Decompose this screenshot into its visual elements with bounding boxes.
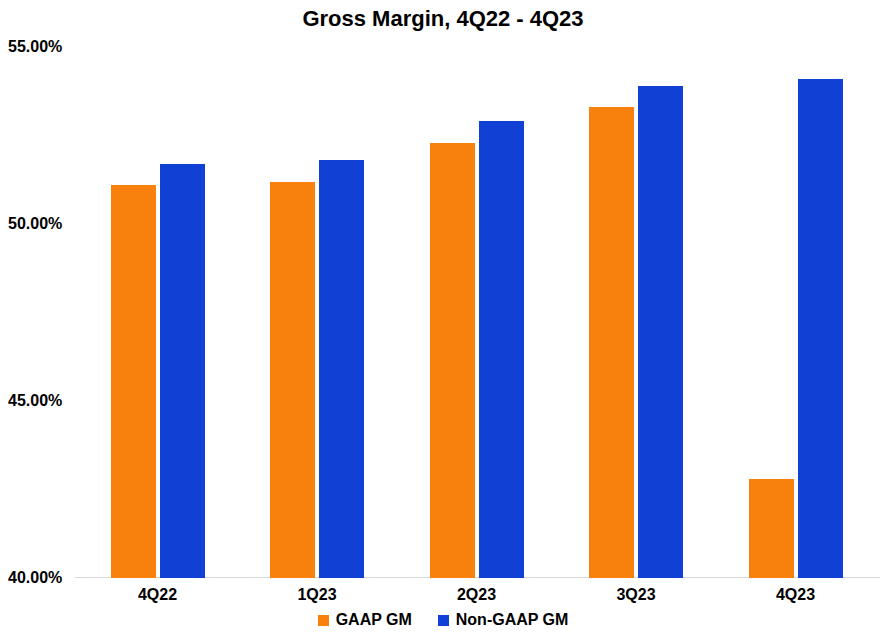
bar-non-gaap-gm-2q23 [479,121,524,578]
chart-title: Gross Margin, 4Q22 - 4Q23 [0,6,886,32]
y-axis-tick-label: 50.00% [8,215,80,233]
x-axis-category-label: 4Q23 [736,586,856,604]
legend-item-non-gaap-gm: Non-GAAP GM [438,611,569,629]
legend-swatch-gaap-gm [318,615,329,626]
x-axis-category-label: 1Q23 [257,586,377,604]
x-axis-category-label: 2Q23 [417,586,537,604]
x-axis-category-label: 4Q22 [98,586,218,604]
y-axis-tick-label: 55.00% [8,38,80,56]
bar-gaap-gm-2q23 [430,143,475,578]
bar-gaap-gm-1q23 [270,182,315,578]
bar-non-gaap-gm-3q23 [638,86,683,578]
bar-gaap-gm-4q23 [749,479,794,578]
chart-container: Gross Margin, 4Q22 - 4Q23 40.00% 45.00% 50… [0,0,886,642]
bar-non-gaap-gm-4q23 [798,79,843,578]
y-axis-tick-label: 40.00% [8,569,80,587]
bar-non-gaap-gm-1q23 [319,160,364,578]
bar-gaap-gm-3q23 [589,107,634,578]
y-axis-tick-label: 45.00% [8,392,80,410]
legend-item-gaap-gm: GAAP GM [318,611,412,629]
legend-label: Non-GAAP GM [456,611,569,629]
bar-non-gaap-gm-4q22 [160,164,205,578]
legend-label: GAAP GM [336,611,412,629]
bar-gaap-gm-4q22 [111,185,156,578]
legend-swatch-non-gaap-gm [438,615,449,626]
legend: GAAP GM Non-GAAP GM [0,611,886,629]
x-axis-category-label: 3Q23 [576,586,696,604]
